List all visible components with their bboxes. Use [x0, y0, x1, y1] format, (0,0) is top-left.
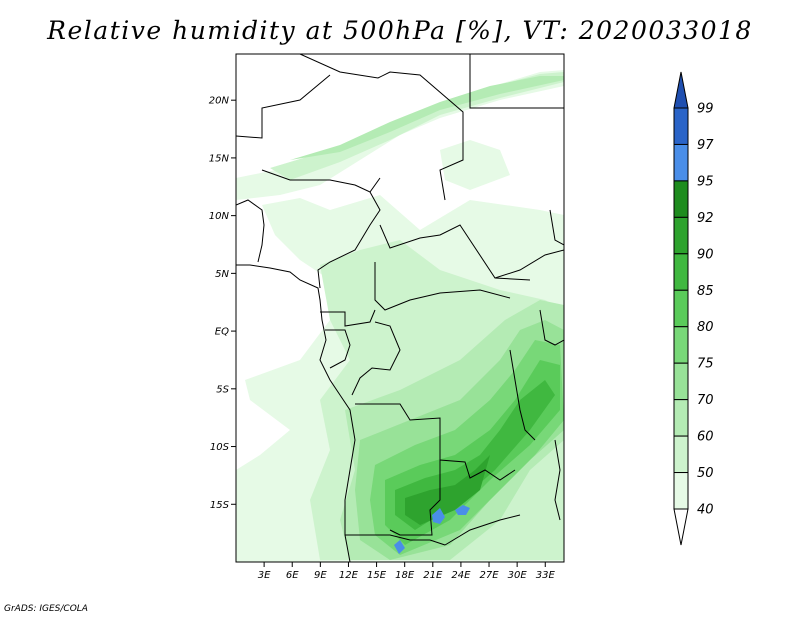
lon-tick-label: 21E: [423, 570, 443, 581]
colorbar-top-triangle: [673, 71, 689, 109]
colorbar-level-label: 60: [697, 430, 714, 445]
colorbar-bottom-triangle: [673, 508, 689, 546]
colorbar-swatch: [673, 362, 689, 401]
coastline-guinea-gulf: [236, 199, 265, 263]
colorbar-level-label: 92: [697, 211, 714, 226]
humidity-60-band-sahel: [290, 76, 564, 160]
lat-tick-label: 5S: [216, 384, 229, 395]
grads-credit: GrADS: IGES/COLA: [4, 604, 88, 614]
lon-tick-label: 18E: [395, 570, 415, 581]
border-south-sudan: [494, 249, 564, 279]
border-drc-angola: [355, 403, 516, 481]
country-borders: [236, 54, 564, 562]
border-congo-drc: [351, 321, 401, 396]
border-car-drc: [374, 262, 511, 311]
humidity-95-band-west-blob: [432, 508, 445, 524]
colorbar-level-label: 85: [697, 284, 714, 299]
map-frame: [235, 53, 565, 563]
humidity-90-band: [405, 455, 490, 525]
colorbar-level-label: 80: [697, 320, 714, 335]
border-lake-tanganyika: [509, 349, 536, 441]
lat-tick-label: 10N: [209, 211, 230, 222]
colorbar-level-label: 50: [697, 466, 714, 481]
humidity-40-band-north-patch: [440, 140, 510, 190]
lat-tick-label: 5N: [215, 269, 229, 280]
border-uganda-kenya: [539, 309, 564, 346]
colorbar-swatch: [673, 435, 689, 474]
lon-tick-label: 30E: [508, 570, 528, 581]
lon-tick-label: 27E: [480, 570, 500, 581]
lon-tick-label: 3E: [258, 570, 271, 581]
border-zambia-zimbabwe: [444, 514, 521, 546]
colorbar-swatch: [673, 180, 689, 218]
colorbar-level-label: 95: [697, 174, 714, 189]
colorbar-level-label: 97: [697, 138, 714, 153]
border-niger-chad-libya: [299, 54, 464, 201]
border-cameroon-gabon: [320, 309, 376, 327]
colorbar-level-label: 90: [697, 247, 714, 262]
colorbar-swatch: [673, 399, 689, 437]
humidity-90-band-south: [405, 455, 490, 525]
border-mali-niger: [236, 74, 331, 139]
border-ethiopia: [549, 209, 564, 246]
latitude-axis: 20N 15N 10N 5N EQ 5S 10S 15S: [209, 96, 236, 511]
lat-tick-label: 15N: [209, 153, 230, 164]
colorbar-level-label: 70: [697, 393, 714, 408]
humidity-95-band-east-blob: [455, 505, 470, 515]
colorbar-level-label: 40: [697, 503, 714, 518]
colorbar-swatch: [673, 253, 689, 291]
lon-tick-label: 12E: [339, 570, 359, 581]
humidity-95-band: [394, 505, 470, 554]
coastline-west-africa: [236, 264, 356, 562]
border-lake-malawi: [554, 439, 561, 521]
lon-tick-label: 6E: [286, 570, 299, 581]
colorbar-level-label: 99: [697, 102, 714, 117]
border-angola-zambia: [389, 460, 441, 536]
lon-tick-label: 33E: [536, 570, 556, 581]
lat-tick-label: 20N: [209, 96, 230, 107]
map-title: Relative humidity at 500hPa [%], VT: 202…: [47, 16, 753, 45]
humidity-50-band-sahel: [270, 72, 564, 180]
lon-tick-label: 9E: [314, 570, 327, 581]
colorbar-swatch: [673, 289, 689, 328]
border-nigeria-cameroon: [317, 191, 381, 289]
lon-tick-label: 15E: [367, 570, 387, 581]
lat-tick-label: EQ: [215, 327, 229, 338]
border-sudan-egypt: [469, 54, 564, 109]
border-gabon-congo: [325, 329, 351, 369]
colorbar-swatch: [673, 143, 689, 182]
border-angola-namibia: [345, 534, 446, 546]
lat-tick-label: 15S: [210, 500, 230, 511]
colorbar-swatch: [673, 107, 689, 145]
border-nigeria-niger: [261, 169, 381, 193]
longitude-axis: 3E 6E 9E 12E 15E 18E 21E 24E 27E 30E 33E: [258, 562, 556, 581]
colorbar-swatch: [673, 472, 689, 510]
colorbar-swatch: [673, 326, 689, 364]
humidity-95-band-south-blob: [394, 540, 405, 554]
colorbar-swatch: [673, 216, 689, 255]
colorbar-level-label: 75: [697, 357, 714, 372]
humidity-colorbar: 99 97 95 92 90 85 80 75 70 60 50 40: [673, 71, 714, 546]
lat-tick-label: 10S: [210, 442, 230, 453]
lon-tick-label: 24E: [451, 570, 471, 581]
